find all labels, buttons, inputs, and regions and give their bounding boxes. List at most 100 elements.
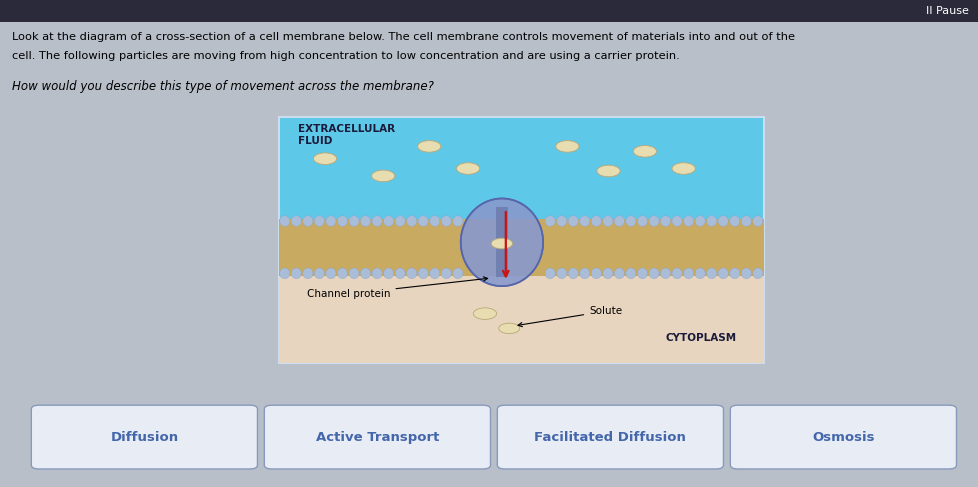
Ellipse shape [429, 216, 439, 226]
Circle shape [491, 238, 512, 249]
Ellipse shape [406, 268, 417, 279]
Bar [0, 0, 978, 22]
Ellipse shape [752, 216, 762, 226]
Ellipse shape [625, 268, 636, 279]
Ellipse shape [360, 216, 371, 226]
Ellipse shape [694, 216, 704, 226]
Ellipse shape [718, 216, 728, 226]
Ellipse shape [718, 268, 728, 279]
Bar [279, 219, 763, 276]
Ellipse shape [752, 268, 762, 279]
Circle shape [671, 163, 694, 174]
Ellipse shape [729, 216, 739, 226]
Circle shape [418, 141, 440, 152]
FancyBboxPatch shape [497, 405, 723, 469]
Text: cell. The following particles are moving from high concentration to low concentr: cell. The following particles are moving… [12, 51, 679, 61]
Ellipse shape [591, 268, 600, 279]
Ellipse shape [613, 268, 624, 279]
Ellipse shape [660, 216, 670, 226]
Circle shape [472, 308, 496, 319]
Circle shape [556, 141, 578, 152]
Ellipse shape [545, 216, 555, 226]
Ellipse shape [545, 268, 555, 279]
Ellipse shape [302, 268, 313, 279]
Ellipse shape [360, 268, 371, 279]
FancyBboxPatch shape [730, 405, 956, 469]
Text: Look at the diagram of a cross-section of a cell membrane below. The cell membra: Look at the diagram of a cross-section o… [12, 32, 794, 42]
Bar [279, 117, 763, 363]
Ellipse shape [314, 216, 324, 226]
Ellipse shape [326, 268, 335, 279]
FancyBboxPatch shape [264, 405, 490, 469]
Ellipse shape [556, 268, 566, 279]
Ellipse shape [441, 268, 451, 279]
Ellipse shape [683, 268, 693, 279]
Ellipse shape [706, 216, 716, 226]
Ellipse shape [452, 268, 463, 279]
Circle shape [372, 170, 394, 182]
Ellipse shape [429, 268, 439, 279]
Ellipse shape [740, 268, 751, 279]
Ellipse shape [602, 216, 612, 226]
Ellipse shape [452, 216, 463, 226]
Ellipse shape [671, 268, 682, 279]
Ellipse shape [290, 268, 301, 279]
Ellipse shape [613, 216, 624, 226]
Ellipse shape [280, 216, 289, 226]
Ellipse shape [372, 216, 381, 226]
Ellipse shape [302, 216, 313, 226]
Ellipse shape [461, 199, 543, 286]
Ellipse shape [671, 216, 682, 226]
Ellipse shape [418, 268, 428, 279]
Ellipse shape [706, 268, 716, 279]
FancyBboxPatch shape [31, 405, 257, 469]
Ellipse shape [579, 216, 590, 226]
Text: CYTOPLASM: CYTOPLASM [664, 333, 735, 343]
Text: How would you describe this type of movement across the membrane?: How would you describe this type of move… [12, 80, 433, 94]
Ellipse shape [337, 268, 347, 279]
Ellipse shape [567, 216, 578, 226]
Circle shape [597, 165, 619, 177]
Text: Solute: Solute [517, 306, 622, 327]
Bar [496, 207, 508, 278]
Ellipse shape [314, 268, 324, 279]
Text: Osmosis: Osmosis [812, 431, 873, 444]
Text: Active Transport: Active Transport [315, 431, 439, 444]
Ellipse shape [556, 216, 566, 226]
Ellipse shape [591, 216, 600, 226]
Circle shape [313, 153, 336, 165]
Ellipse shape [383, 268, 393, 279]
Ellipse shape [637, 216, 646, 226]
Ellipse shape [383, 216, 393, 226]
Ellipse shape [441, 216, 451, 226]
Ellipse shape [418, 216, 428, 226]
Ellipse shape [625, 216, 636, 226]
Ellipse shape [326, 216, 335, 226]
Ellipse shape [602, 268, 612, 279]
Ellipse shape [337, 216, 347, 226]
Ellipse shape [579, 268, 590, 279]
Ellipse shape [290, 216, 301, 226]
Text: Facilitated Diffusion: Facilitated Diffusion [534, 431, 686, 444]
Ellipse shape [395, 268, 405, 279]
Circle shape [498, 323, 519, 334]
Ellipse shape [740, 216, 751, 226]
Ellipse shape [694, 268, 704, 279]
Ellipse shape [280, 268, 289, 279]
Ellipse shape [348, 268, 359, 279]
Text: II Pause: II Pause [925, 6, 968, 16]
Circle shape [456, 163, 479, 174]
Ellipse shape [660, 268, 670, 279]
Ellipse shape [348, 216, 359, 226]
Ellipse shape [683, 216, 693, 226]
Text: Diffusion: Diffusion [111, 431, 178, 444]
Ellipse shape [648, 268, 658, 279]
Text: Channel protein: Channel protein [307, 277, 487, 299]
Circle shape [633, 146, 656, 157]
Ellipse shape [395, 216, 405, 226]
Text: EXTRACELLULAR
FLUID: EXTRACELLULAR FLUID [298, 124, 395, 146]
Ellipse shape [637, 268, 646, 279]
Bar [279, 269, 763, 363]
Ellipse shape [648, 216, 658, 226]
Ellipse shape [372, 268, 381, 279]
